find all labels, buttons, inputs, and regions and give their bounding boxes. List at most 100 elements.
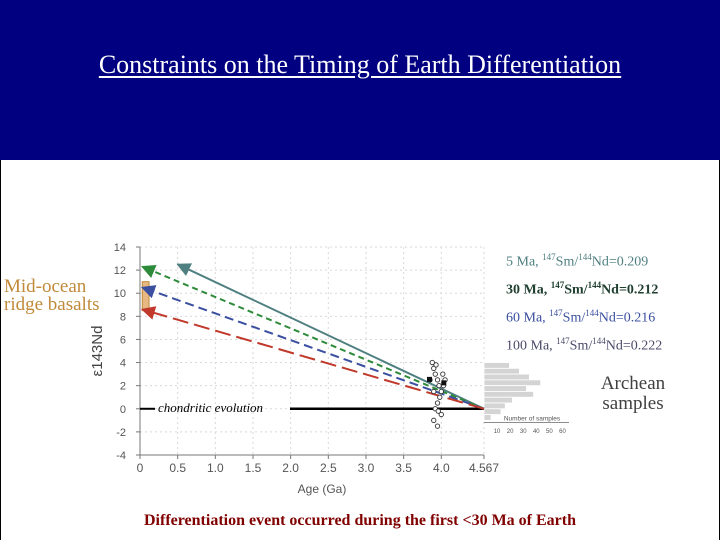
morb-label-line-1: Mid-ocean: [4, 276, 87, 297]
archean-point-6: [437, 394, 443, 400]
archean-point-3: [434, 377, 441, 383]
archean-points-layer: [426, 359, 448, 429]
histogram-tick-label-3: 40: [533, 429, 540, 435]
legend-entry-0-part-2: Sm/: [555, 254, 579, 270]
x-tick-label-0: 0: [137, 461, 144, 475]
axes-layer: [136, 246, 485, 459]
series-line-0: [176, 263, 485, 410]
legend-entry-2-part-0: 60 Ma,: [506, 310, 550, 326]
y-tick-label-4: 6: [120, 334, 126, 346]
histogram-layer: 10 20 30 40 50 60 Number of samples: [483, 362, 569, 435]
legend-entry-0-part-3: 144: [578, 252, 592, 262]
legend-entry-3-part-3: 144: [592, 336, 606, 347]
x-tick-label-3: 1.5: [245, 461, 262, 475]
archean-point-11: [434, 423, 441, 429]
legend-entry-1-part-3: 144: [587, 280, 602, 291]
x-axis-label: Age (Ga): [298, 482, 347, 496]
x-tick-label-5: 2.5: [320, 461, 337, 475]
archean-point-12: [440, 371, 446, 377]
archean-point-7: [434, 400, 441, 406]
histogram-axis-label: Number of samples: [504, 415, 561, 422]
histogram-tick-label-0: 10: [494, 429, 501, 435]
histogram-bar-0: [483, 362, 510, 369]
grid-layer: [139, 246, 485, 456]
legend-entry-2-part-3: 144: [585, 308, 599, 319]
series-line-1: [140, 265, 485, 410]
slide-frame-left: [0, 160, 1, 540]
archean-point-18: [435, 408, 441, 414]
x-tick-label-2: 1.0: [207, 461, 224, 475]
series-line-2: [140, 285, 485, 410]
histogram-tick-label-2: 30: [520, 429, 527, 435]
morb-label: Mid-ocean ridge basalts: [4, 276, 100, 315]
archean-label-line-1: Archean: [600, 373, 666, 394]
histogram-bar-4: [483, 385, 527, 392]
y-tick-label-8: -2: [116, 427, 126, 439]
histogram-bar-5: [483, 391, 534, 398]
legend-entry-2-part-1: 147: [549, 308, 563, 319]
series-layer: [140, 263, 485, 411]
legend-entry-3-part-2: Sm/: [569, 339, 593, 355]
histogram-tick-label-4: 50: [546, 429, 553, 435]
legend-entry-0-part-4: Nd=0.209: [591, 254, 649, 270]
legend-entry-3-part-0: 100 Ma,: [506, 339, 557, 355]
y-tick-label-7: 0: [120, 404, 126, 416]
legend-entry-2-part-4: Nd=0.216: [598, 310, 656, 326]
archean-label: Archean samples: [590, 374, 676, 414]
slide-title-text: Constraints on the Timing of Earth Diffe…: [98, 50, 622, 79]
histogram-bar-9: [483, 414, 492, 421]
archean-point-17: [438, 388, 444, 395]
slide-title: Constraints on the Timing of Earth Diffe…: [0, 50, 720, 80]
histogram-bar-2: [483, 373, 530, 381]
x-tick-label-1: 0.5: [169, 461, 186, 475]
legend: 5 Ma, 147Sm/144Nd=0.209 30 Ma, 147Sm/144N…: [506, 246, 662, 359]
legend-entry-3-part-1: 147: [556, 336, 570, 347]
archean-point-4: [436, 383, 442, 389]
y-tick-label-3: 8: [120, 311, 126, 323]
x-tick-label-6: 3.0: [358, 461, 375, 475]
archean-point-16: [433, 362, 439, 368]
series-line-3: [140, 306, 485, 410]
x-tick-label-4: 2.0: [282, 461, 299, 475]
histogram-bar-7: [483, 402, 506, 410]
x-tick-label-9: 4.567: [469, 461, 499, 475]
histogram-bar-3: [483, 379, 542, 387]
legend-entry-2: 60 Ma, 147Sm/144Nd=0.216: [506, 302, 662, 330]
y-tick-label-6: 2: [120, 381, 126, 393]
archean-point-2: [432, 371, 438, 377]
legend-entry-1: 30 Ma, 147Sm/144Nd=0.212: [506, 274, 662, 302]
y-tick-label-0: 14: [114, 242, 126, 254]
footer-text: Differentiation event occurred during th…: [143, 512, 576, 529]
legend-entry-3-part-4: Nd=0.222: [605, 339, 663, 355]
morb-label-line-2: ridge basalts: [4, 294, 100, 315]
legend-entry-0-part-1: 147: [542, 252, 556, 262]
axis-labels-layer: 14 12 10 8 6 4 2 0 -2 -4 0 0.5 1.0 1.5 2.0 2.5 3.0 3.5 4.0…: [89, 242, 499, 496]
legend-entry-1-part-2: Sm/: [564, 282, 588, 298]
histogram-tick-label-1: 20: [507, 429, 514, 435]
archean-label-line-2: samples: [602, 393, 664, 414]
x-tick-label-7: 3.5: [395, 461, 412, 475]
histogram-bar-6: [483, 396, 513, 404]
header-band: [0, 0, 720, 160]
histogram-tick-label-5: 60: [559, 429, 566, 435]
histogram-bar-1: [483, 367, 520, 375]
y-tick-label-5: 4: [120, 358, 126, 370]
y-tick-label-9: -4: [116, 450, 126, 462]
archean-point-0: [429, 359, 435, 366]
archean-point-5: [431, 388, 437, 395]
legend-entry-0-part-0: 5 Ma,: [506, 254, 543, 270]
archean-point-9: [438, 411, 444, 418]
y-tick-label-1: 12: [114, 265, 126, 277]
legend-entry-3: 100 Ma, 147Sm/144Nd=0.222: [506, 330, 662, 358]
y-axis-label: ε143Nd: [89, 326, 106, 377]
legend-entry-1-part-0: 30 Ma,: [506, 282, 551, 298]
chondritic-evolution-label: chondritic evolution: [158, 400, 264, 415]
histogram-bar-8: [483, 408, 502, 415]
legend-entry-2-part-2: Sm/: [562, 310, 586, 326]
archean-point-filled-1: [441, 380, 447, 386]
archean-point-10: [431, 417, 437, 423]
legend-entry-1-part-4: Nd=0.212: [601, 282, 659, 298]
y-tick-label-2: 10: [114, 288, 126, 300]
legend-entry-1-part-1: 147: [550, 280, 565, 291]
